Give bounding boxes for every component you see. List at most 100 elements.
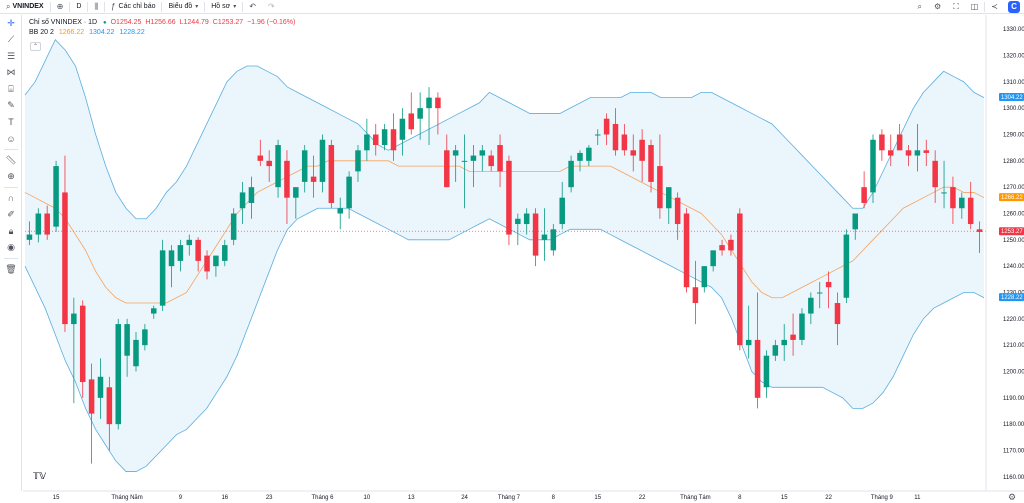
candle-body: [532, 213, 539, 256]
candle-body: [151, 308, 157, 314]
price-badge-lower: 1228.22: [999, 293, 1024, 302]
share-button[interactable]: ≺: [985, 0, 1004, 14]
candle-body: [266, 160, 272, 167]
candle: [781, 324, 787, 361]
candle-body: [417, 108, 423, 119]
candle-body: [133, 339, 139, 367]
time-tick-label: 22: [639, 495, 646, 501]
fullscreen-button[interactable]: ⛶: [947, 0, 965, 14]
brush-tool[interactable]: ✎: [0, 98, 22, 115]
crosshair-tool[interactable]: ✛: [0, 15, 22, 32]
profile-button[interactable]: Hồ sơ ▾: [205, 0, 242, 14]
hide-drawings-tool[interactable]: ◉: [0, 240, 22, 257]
time-tick-label: 22: [825, 495, 832, 501]
candle-body: [959, 197, 965, 209]
candle: [506, 155, 512, 246]
candle: [639, 129, 645, 182]
top-toolbar: ⌕ VNINDEX ⊕ D ⫼ ƒ Các chỉ báo Biểu đồ ▾ …: [0, 0, 1024, 14]
price-badges: 1304.22 1266.22 1253.27 1228.22: [999, 93, 1024, 302]
chevron-down-icon: ▾: [195, 3, 199, 10]
forecast-tool[interactable]: ⌸: [0, 81, 22, 98]
pencil-lock-icon: ✐: [7, 209, 15, 220]
candle: [275, 139, 281, 198]
candle-body: [710, 250, 716, 267]
quick-search-button[interactable]: ⌕: [911, 0, 927, 14]
redo-button[interactable]: ↷: [262, 0, 281, 14]
axis-settings-button[interactable]: ⚙: [1008, 492, 1016, 503]
fib-tool[interactable]: ☰: [0, 48, 22, 65]
candle-body: [603, 118, 610, 135]
candle-body: [683, 213, 690, 288]
legend-collapse-button[interactable]: ⌃: [30, 42, 41, 51]
candle-body: [364, 134, 370, 151]
text-tool[interactable]: T: [0, 114, 22, 131]
candle-body: [674, 197, 681, 225]
candle-body: [781, 339, 787, 346]
magnet-tool[interactable]: ∩: [0, 190, 22, 207]
candle: [896, 123, 903, 151]
settings-button[interactable]: ⚙: [928, 0, 947, 14]
candle: [186, 234, 193, 256]
candle: [870, 134, 876, 203]
compare-button[interactable]: ⊕: [51, 0, 70, 14]
candle: [523, 208, 530, 235]
candle-body: [124, 324, 130, 356]
candle: [239, 181, 246, 225]
candle-body: [444, 150, 450, 188]
legend-low: L1244.79: [179, 19, 209, 26]
bb-indicator-label[interactable]: BB 20 2: [29, 29, 54, 36]
time-tick-label: Tháng 6: [311, 495, 334, 501]
candle-body: [541, 234, 548, 240]
bb-lower-value: 1228.22: [119, 29, 145, 36]
candle: [115, 318, 121, 430]
measure-tool[interactable]: 📏︎: [0, 152, 22, 169]
lock-drawings-tool[interactable]: 🔒︎: [0, 223, 22, 240]
zoom-tool[interactable]: ⊕: [0, 169, 22, 186]
candle-body: [941, 192, 947, 194]
gear-icon: ⚙: [1008, 492, 1017, 502]
time-tick-label: Tháng Tám: [680, 495, 711, 501]
time-tick-label: 15: [594, 495, 601, 501]
bb-lower-line: [24, 207, 985, 472]
candle: [923, 139, 930, 167]
interval-button[interactable]: D: [70, 0, 87, 14]
pattern-tool[interactable]: ⋈: [0, 65, 22, 82]
price-badge-label: 1228.22: [1001, 295, 1023, 301]
search-icon: ⌕: [6, 1, 11, 11]
candle-body: [488, 155, 494, 167]
chart-style-button[interactable]: ⫼: [88, 0, 104, 14]
brand-logo[interactable]: C: [1008, 0, 1020, 13]
toolbar-divider: [104, 1, 106, 12]
symbol-search[interactable]: ⌕ VNINDEX: [0, 0, 50, 14]
legend-title[interactable]: Chỉ số VNINDEX · 1D: [29, 19, 98, 26]
toolbar-divider: [984, 1, 986, 12]
price-tick-label: 1260.00: [1003, 212, 1024, 218]
time-tick-label: Tháng Năm: [111, 495, 142, 501]
candle-body: [932, 160, 938, 188]
price-axis[interactable]: 1330.00 1320.00 1310.00 1300.00 1290.00 1280.…: [1003, 27, 1024, 481]
candle: [97, 358, 104, 419]
candle-body: [905, 150, 912, 156]
text-icon: T: [8, 117, 14, 128]
candle: [905, 145, 912, 167]
time-axis[interactable]: 15 Tháng Năm 9 16 23 Tháng 6 10 13 24 Tháng 7 8 15 2…: [53, 495, 921, 501]
candle: [35, 208, 42, 243]
indicators-button[interactable]: ƒ Các chỉ báo: [105, 0, 161, 14]
chart-type-button[interactable]: Biểu đồ ▾: [162, 0, 204, 14]
stay-drawing-tool[interactable]: ✐: [0, 207, 22, 224]
candle: [364, 118, 370, 161]
candle-body: [399, 118, 406, 140]
tradingview-logo-icon[interactable]: 𝕋𝕍: [33, 471, 47, 481]
candle-body: [71, 313, 77, 325]
snapshot-button[interactable]: ◫: [965, 0, 985, 14]
candle-body: [559, 197, 565, 225]
emoji-tool[interactable]: ☺: [0, 131, 22, 148]
bb-upper-value: 1304.22: [89, 29, 115, 36]
candle-body: [648, 145, 654, 182]
trend-line-tool[interactable]: ⟋: [0, 32, 22, 49]
remove-drawings-tool[interactable]: 🗑︎: [0, 261, 22, 278]
undo-button[interactable]: ↶: [243, 0, 262, 14]
lock-icon: 🔒︎: [8, 225, 14, 236]
